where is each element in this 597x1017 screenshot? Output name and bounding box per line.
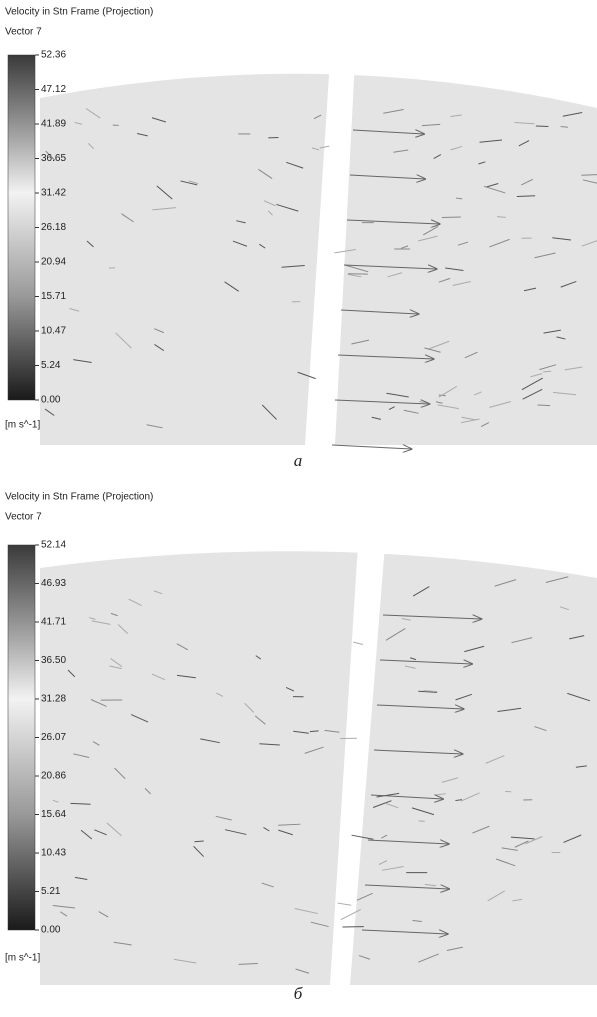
unit-label: [m s^-1]	[5, 953, 40, 964]
caption: a	[294, 451, 303, 470]
colorbar-label: 26.18	[41, 222, 66, 233]
colorbar	[8, 55, 35, 400]
colorbar-label: 52.36	[41, 50, 66, 61]
vector-arrow	[332, 445, 412, 449]
colorbar-label: 41.89	[41, 119, 66, 130]
vector-arrow	[419, 821, 425, 822]
unit-label: [m s^-1]	[5, 420, 40, 431]
colorbar-label: 10.47	[41, 326, 66, 337]
colorbar-label: 26.07	[41, 732, 66, 743]
subtitle: Vector 7	[5, 512, 42, 523]
colorbar-label: 20.86	[41, 771, 66, 782]
vector-arrow	[194, 841, 203, 842]
colorbar-label: 41.71	[41, 617, 66, 628]
colorbar-label: 36.65	[41, 153, 66, 164]
vector-arrow	[581, 175, 597, 176]
colorbar-label: 31.28	[41, 694, 66, 705]
vector-arrow	[442, 217, 461, 218]
colorbar-label: 46.93	[41, 578, 66, 589]
colorbar-label: 36.50	[41, 655, 66, 666]
colorbar-label: 15.64	[41, 809, 66, 820]
caption: б	[294, 984, 303, 1003]
panel: Velocity in Stn Frame (Projection) Vector…	[5, 7, 597, 470]
title: Velocity in Stn Frame (Projection)	[5, 492, 153, 503]
colorbar-label: 10.43	[41, 848, 66, 859]
figure: Velocity in Stn Frame (Projection) Vector…	[0, 0, 597, 1012]
colorbar-label: 20.94	[41, 257, 66, 268]
colorbar-label: 52.14	[41, 540, 66, 551]
panel: Velocity in Stn Frame (Projection) Vector…	[5, 492, 597, 1003]
colorbar	[8, 545, 35, 930]
colorbar-label: 47.12	[41, 84, 66, 95]
colorbar-label: 0.00	[41, 925, 61, 936]
vector-arrow	[537, 405, 550, 406]
flow-domain	[40, 551, 597, 985]
subtitle: Vector 7	[5, 27, 42, 38]
colorbar-label: 15.71	[41, 291, 66, 302]
colorbar-label: 5.24	[41, 360, 61, 371]
colorbar-label: 5.21	[41, 886, 61, 897]
colorbar-label: 0.00	[41, 395, 61, 406]
colorbar-label: 31.42	[41, 188, 66, 199]
vector-arrow	[536, 126, 549, 127]
title: Velocity in Stn Frame (Projection)	[5, 7, 153, 18]
